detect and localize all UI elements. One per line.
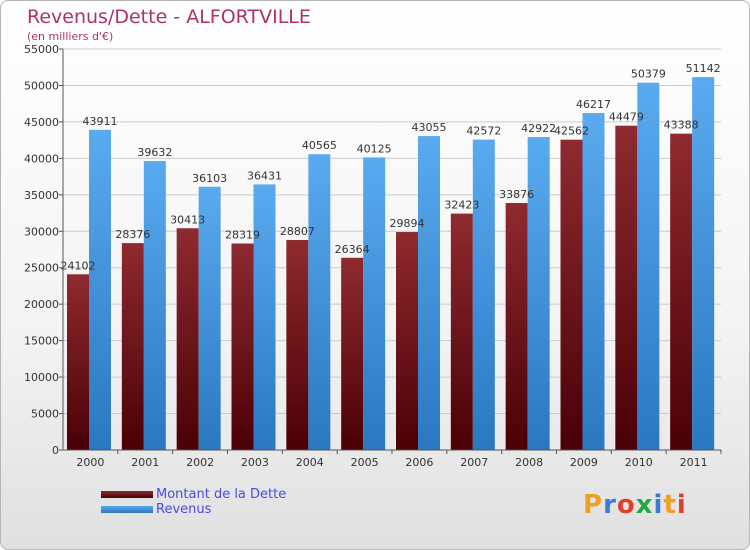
logo-letter: P	[583, 490, 604, 520]
bar-debt	[560, 139, 583, 450]
x-tick-label: 2000	[76, 456, 104, 469]
bar-revenue	[637, 82, 660, 451]
bar-debt	[670, 133, 693, 450]
y-tick-label: 10000	[24, 371, 59, 384]
legend-label-revenue: Revenus	[156, 502, 212, 517]
x-tick-label: 2006	[405, 456, 433, 469]
x-tick-label: 2009	[570, 456, 598, 469]
y-tick-label: 0	[52, 444, 59, 457]
x-tick-label: 2008	[515, 456, 543, 469]
y-tick-label: 30000	[24, 225, 59, 238]
legend-item-revenue: Revenus	[101, 502, 211, 517]
y-tick-label: 20000	[24, 298, 59, 311]
proxiti-logo: Proxiti	[583, 490, 687, 520]
x-tick-label: 2010	[625, 456, 653, 469]
logo-letter: x	[635, 490, 654, 520]
y-tick-label: 40000	[24, 152, 59, 165]
data-label-revenue: 40565	[302, 139, 337, 152]
labels-layer: 24102 43911 28376 39632 30413 36103 28319 36431…	[61, 62, 721, 272]
bar-debt	[121, 243, 144, 450]
grid-layer	[63, 48, 721, 451]
bar-debt	[341, 257, 364, 450]
data-label-revenue: 46217	[576, 98, 611, 111]
bar-debt	[231, 243, 254, 450]
data-label-debt: 42562	[554, 125, 589, 138]
x-tick-label: 2004	[296, 456, 324, 469]
data-label-revenue: 36103	[192, 172, 227, 185]
legend-item-debt: Montant de la Dette	[101, 487, 286, 502]
data-label-revenue: 36431	[247, 169, 282, 182]
legend-label-debt: Montant de la Dette	[156, 487, 287, 502]
legend-swatch-debt	[101, 491, 153, 498]
logo-letter: o	[616, 490, 636, 520]
data-label-debt: 28376	[115, 228, 150, 241]
logo-letter: i	[653, 490, 664, 520]
bar-revenue	[253, 184, 276, 450]
data-label-revenue: 43911	[83, 115, 118, 128]
bar-revenue	[143, 161, 166, 450]
data-label-debt: 32423	[444, 199, 479, 212]
bar-revenue	[582, 113, 605, 450]
data-label-debt: 26364	[335, 243, 370, 256]
bar-debt	[615, 125, 638, 451]
bar-debt	[396, 232, 418, 450]
bar-revenue	[308, 154, 331, 451]
data-label-debt: 24102	[61, 259, 96, 272]
axis-layer: 0 5000 10000 15000 20000 25000 30000 35000 40000…	[24, 43, 722, 469]
bar-revenue	[418, 136, 440, 450]
y-tick-label: 45000	[24, 116, 59, 129]
data-label-debt: 28319	[225, 229, 260, 242]
x-tick-label: 2002	[186, 456, 214, 469]
data-label-revenue: 40125	[357, 142, 392, 155]
legend-swatch-revenue	[101, 506, 153, 513]
bar-revenue	[692, 77, 715, 450]
chart-title: Revenus/Dette - ALFORTVILLE	[27, 6, 311, 28]
y-tick-label: 55000	[24, 43, 59, 56]
bar-debt	[450, 213, 473, 450]
bar-debt	[176, 228, 199, 450]
bar-debt	[67, 274, 89, 450]
bar-revenue	[363, 157, 386, 450]
data-label-revenue: 51142	[686, 62, 721, 75]
bar-debt	[286, 239, 309, 450]
data-label-revenue: 39632	[137, 146, 172, 159]
data-label-debt: 43388	[664, 119, 699, 132]
y-tick-label: 35000	[24, 189, 59, 202]
logo-letter: i	[676, 490, 687, 520]
bar-revenue	[198, 186, 221, 450]
y-tick-label: 25000	[24, 262, 59, 275]
data-label-revenue: 42922	[521, 122, 556, 135]
x-tick-label: 2003	[241, 456, 269, 469]
data-label-debt: 28807	[280, 225, 315, 238]
data-label-debt: 44479	[609, 111, 644, 124]
x-tick-label: 2011	[680, 456, 708, 469]
data-label-revenue: 50379	[631, 68, 666, 81]
logo-letter: r	[603, 490, 617, 520]
bars-layer	[67, 77, 715, 451]
y-tick-label: 50000	[24, 79, 59, 92]
x-tick-label: 2007	[460, 456, 488, 469]
bar-revenue	[472, 139, 495, 450]
data-label-debt: 29894	[390, 217, 425, 230]
data-label-revenue: 42572	[466, 125, 501, 138]
data-label-debt: 33876	[499, 188, 534, 201]
x-tick-label: 2005	[351, 456, 379, 469]
data-label-debt: 30413	[170, 213, 205, 226]
bar-revenue	[89, 129, 111, 451]
logo-letter: t	[663, 490, 677, 520]
y-tick-label: 15000	[24, 335, 59, 348]
data-label-revenue: 43055	[412, 121, 447, 134]
bar-debt	[505, 203, 528, 450]
bar-revenue	[527, 137, 550, 450]
x-tick-label: 2001	[131, 456, 159, 469]
y-tick-label: 5000	[31, 408, 59, 421]
chart-subtitle: (en milliers d'€)	[27, 30, 114, 43]
